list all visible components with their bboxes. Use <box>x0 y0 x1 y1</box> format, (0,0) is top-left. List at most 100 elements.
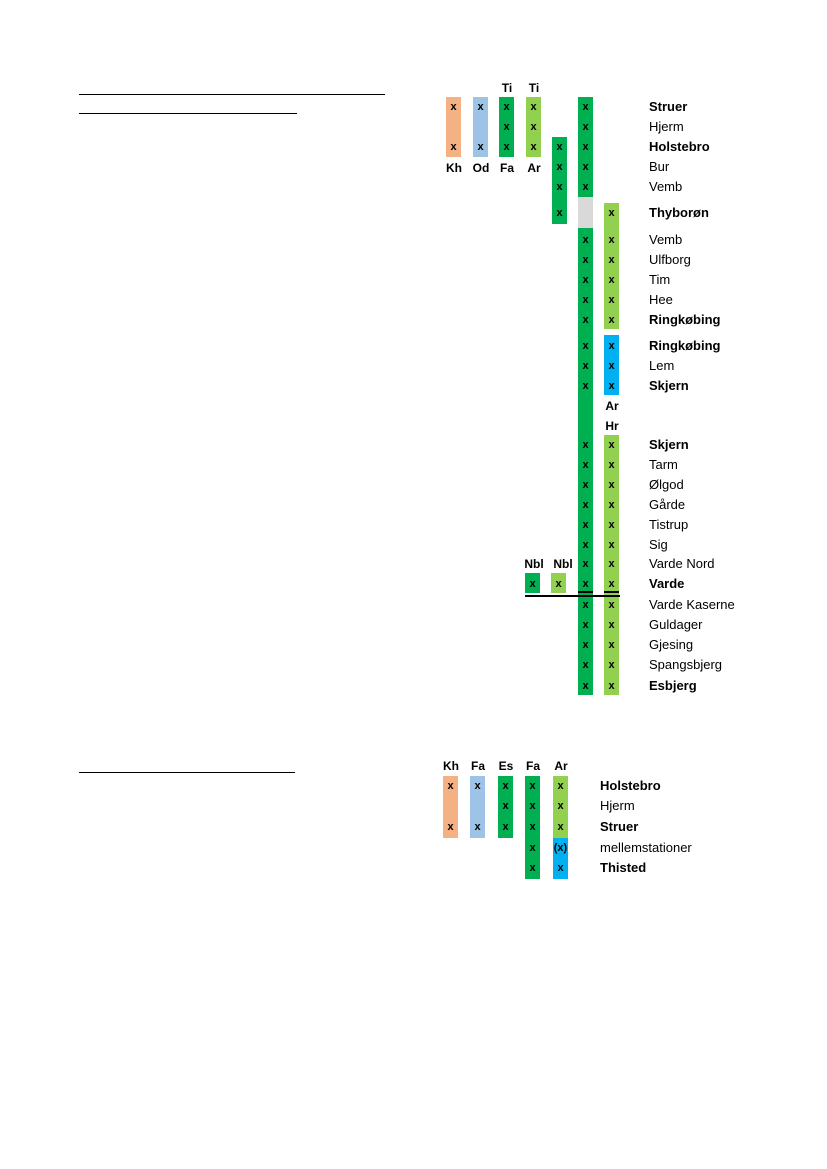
x-mark: x <box>529 800 536 812</box>
station-label: Struer <box>649 99 688 114</box>
x-mark: x <box>502 821 509 833</box>
station-label: Ringkøbing <box>649 312 721 327</box>
bar-es <box>498 776 513 838</box>
station-label: mellemstationer <box>600 840 692 855</box>
x-mark: x <box>477 141 484 153</box>
bar-od <box>473 97 488 157</box>
x-mark: x <box>529 842 536 854</box>
station-label: Spangsbjerg <box>649 657 722 672</box>
x-mark: x <box>503 101 510 113</box>
bar-main-grey-gap <box>578 197 593 228</box>
station-label: Vemb <box>649 232 683 247</box>
col-header-hr-skjern: Hr <box>605 419 619 433</box>
bar-light-skjern-esbjerg <box>604 435 619 695</box>
bar-blue-ringkobing-skjern <box>604 335 619 395</box>
x-mark: x <box>582 639 589 651</box>
bar-ar-ti <box>526 97 541 157</box>
x-mark: x <box>608 207 615 219</box>
x-mark: x <box>557 821 564 833</box>
station-label: Tistrup <box>649 517 689 532</box>
x-mark: x <box>556 141 563 153</box>
station-label: Ølgod <box>649 477 684 492</box>
x-mark: x <box>530 121 537 133</box>
x-mark: x <box>582 578 589 590</box>
x-mark: x <box>474 821 481 833</box>
x-mark: x <box>582 161 589 173</box>
x-mark: x <box>608 459 615 471</box>
col-header-ti-2: Ti <box>528 81 540 95</box>
station-label: Holstebro <box>649 139 710 154</box>
station-label: Hee <box>649 292 673 307</box>
col-header-fa-2: Fa <box>525 759 540 773</box>
x-mark: x <box>503 121 510 133</box>
col-header-od: Od <box>472 161 490 175</box>
x-mark: x <box>582 274 589 286</box>
x-mark: x <box>582 479 589 491</box>
station-label: Varde Kaserne <box>649 597 735 612</box>
x-mark: x <box>474 780 481 792</box>
x-mark: x <box>608 659 615 671</box>
x-mark: x <box>582 499 589 511</box>
x-mark: x <box>529 821 536 833</box>
x-mark: x <box>582 539 589 551</box>
station-label: Hjerm <box>649 119 684 134</box>
x-mark: x <box>582 254 589 266</box>
bar-thyboron-line <box>552 137 567 224</box>
x-mark: x <box>608 479 615 491</box>
x-mark: x <box>477 101 484 113</box>
bar-kh <box>443 776 458 838</box>
title-rule-1 <box>79 94 385 95</box>
station-label: Hjerm <box>600 798 635 813</box>
x-mark: x <box>608 619 615 631</box>
x-mark: x <box>582 121 589 133</box>
x-mark: x <box>608 519 615 531</box>
station-label: Guldager <box>649 617 703 632</box>
x-mark: x <box>447 780 454 792</box>
station-label: Ringkøbing <box>649 338 721 353</box>
x-mark: x <box>608 340 615 352</box>
station-label: Lem <box>649 358 675 373</box>
x-mark: x <box>582 340 589 352</box>
x-mark: x <box>530 141 537 153</box>
station-label: Ulfborg <box>649 252 691 267</box>
x-mark: x <box>502 800 509 812</box>
col-header-kh: Kh <box>446 161 462 175</box>
x-mark: x <box>608 639 615 651</box>
x-mark: x <box>608 599 615 611</box>
varde-divider-line <box>525 595 620 597</box>
bar-nbl-dark <box>525 573 540 593</box>
x-mark: x <box>582 380 589 392</box>
x-mark: x <box>582 619 589 631</box>
x-mark: x <box>556 161 563 173</box>
x-mark: x <box>555 578 562 590</box>
varde-divider-tick-1 <box>578 591 593 593</box>
x-mark: x <box>582 519 589 531</box>
x-mark: x <box>608 254 615 266</box>
title-rule-3 <box>79 772 295 773</box>
x-mark: x <box>530 101 537 113</box>
x-mark: x <box>582 459 589 471</box>
col-header-kh: Kh <box>443 759 459 773</box>
bar-ar-light <box>553 776 568 838</box>
bar-kh <box>446 97 461 157</box>
station-label: Gjesing <box>649 637 694 652</box>
x-mark: x <box>608 380 615 392</box>
x-mark: x <box>582 439 589 451</box>
x-mark: x <box>556 207 563 219</box>
x-mark: x <box>447 821 454 833</box>
x-mark: x <box>529 578 536 590</box>
x-mark: x <box>502 780 509 792</box>
x-mark: x <box>582 141 589 153</box>
station-label: Skjern <box>649 378 689 393</box>
col-header-ar-skjern: Ar <box>605 399 619 413</box>
optional-x-mark: (x) <box>553 842 568 854</box>
bar-main-dark <box>578 228 593 695</box>
station-label: Thyborøn <box>649 205 709 220</box>
x-mark: x <box>582 558 589 570</box>
x-mark: x <box>608 680 615 692</box>
station-label: Gårde <box>649 497 686 512</box>
x-mark: x <box>582 360 589 372</box>
x-mark: x <box>582 181 589 193</box>
varde-divider-tick-2 <box>604 591 619 593</box>
x-mark: x <box>582 294 589 306</box>
